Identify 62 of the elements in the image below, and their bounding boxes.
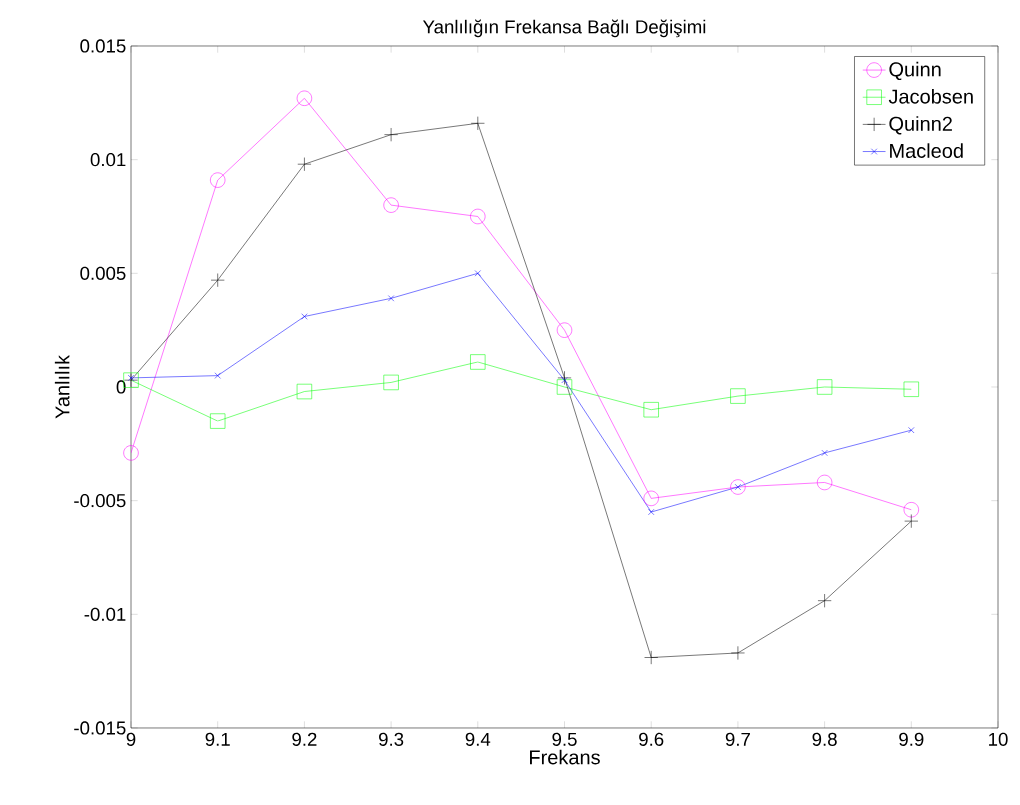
point: [904, 514, 919, 529]
point: [903, 502, 919, 518]
x-tick-label: 9.6: [639, 732, 664, 746]
point: [210, 273, 225, 288]
point: [643, 490, 659, 506]
point: [470, 208, 486, 225]
y-tick-label: 0.005: [80, 266, 126, 280]
point: [908, 427, 915, 434]
x-axis-title: Frekans: [530, 749, 600, 765]
x-tick-label: 9.2: [292, 732, 317, 746]
point: [296, 90, 313, 106]
point: [470, 354, 486, 370]
point: [730, 388, 746, 404]
x-tick-label: 9: [126, 732, 136, 746]
point: [730, 479, 746, 495]
point: [821, 449, 828, 457]
point: [643, 402, 659, 418]
legend-label: Jacobsen: [888, 88, 973, 104]
point: [383, 374, 399, 391]
x-tick-label: 9.3: [379, 732, 404, 746]
y-tick-label: 0.01: [90, 153, 126, 167]
y-axis-title: Yanlılık: [54, 354, 70, 419]
x-tick-label: 10: [989, 732, 1008, 746]
x-tick-label: 9.7: [725, 732, 750, 746]
y-tick-label: -0.015: [74, 721, 126, 735]
point: [561, 377, 568, 384]
point: [214, 372, 221, 379]
x-tick-label: 9.8: [812, 732, 837, 746]
y-tick-label: 0: [116, 380, 126, 394]
point: [127, 374, 135, 381]
point: [296, 383, 313, 400]
point: [383, 197, 399, 213]
x-tick-label: 9.4: [465, 732, 491, 746]
y-tick-label: 0.015: [80, 39, 126, 53]
point: [474, 270, 481, 277]
chart-title: Yanlılığın Frekansa Bağlı Değişimi: [422, 19, 706, 38]
point: [817, 474, 833, 491]
x-tick-label: 9.1: [205, 732, 230, 746]
point: [644, 650, 659, 665]
point: [903, 381, 919, 397]
legend-label: Quinn2: [889, 116, 952, 135]
point: [817, 593, 832, 608]
legend-label: Quinn: [889, 61, 941, 81]
legend-label: Macleod: [890, 143, 963, 158]
point: [817, 379, 833, 395]
point: [210, 413, 226, 429]
point: [556, 379, 573, 395]
point: [123, 445, 139, 461]
point: [730, 646, 745, 660]
point: [470, 116, 485, 131]
y-tick-label: -0.01: [84, 607, 126, 621]
x-tick-label: 9.5: [552, 732, 577, 746]
point: [648, 508, 655, 516]
x-tick-label: 9.9: [899, 732, 924, 746]
point: [557, 370, 572, 385]
point: [297, 157, 312, 172]
point: [556, 322, 573, 338]
point: [301, 313, 308, 320]
point: [384, 127, 399, 142]
point: [388, 295, 395, 302]
y-tick-label: -0.005: [74, 494, 126, 508]
point: [210, 172, 226, 188]
